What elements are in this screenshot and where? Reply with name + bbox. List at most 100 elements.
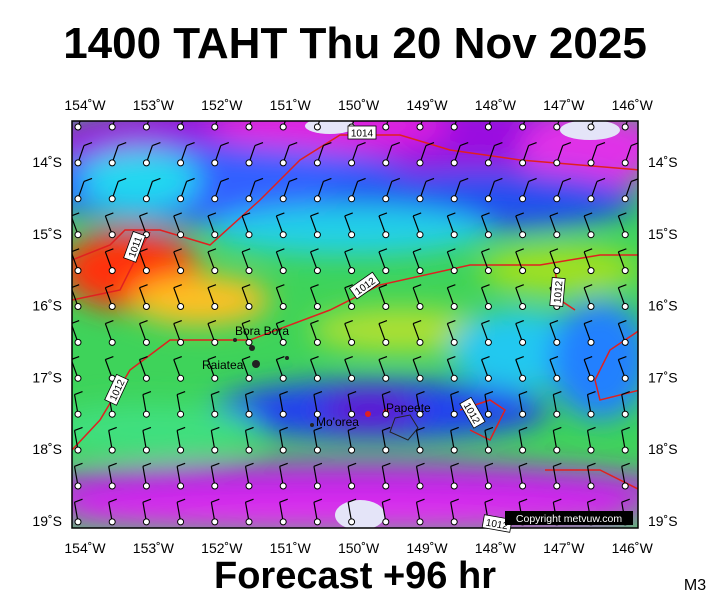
- barb-flag: [142, 390, 152, 396]
- barb-flag: [142, 462, 152, 467]
- lon-label-bottom: 150˚W: [338, 540, 380, 556]
- barb-station: [177, 303, 185, 310]
- barb-station: [553, 195, 561, 203]
- barb-flag: [450, 498, 459, 503]
- barb-station: [142, 123, 150, 131]
- barb-station: [74, 267, 82, 275]
- barb-station: [621, 338, 629, 346]
- isobar-label-box: [348, 271, 381, 300]
- barb-flag: [460, 107, 468, 110]
- barb-station: [245, 267, 253, 275]
- barb-station: [348, 159, 356, 167]
- lon-label-top: 154˚W: [64, 97, 106, 113]
- barb-station: [382, 482, 390, 490]
- forecast-label: Forecast +96 hr: [214, 555, 496, 597]
- barb-flag: [416, 462, 425, 467]
- barb-flag: [459, 177, 469, 183]
- isobar-label-box: [549, 277, 566, 307]
- barb-flag: [481, 212, 490, 217]
- barb-flag: [108, 462, 117, 467]
- barb-station: [587, 374, 595, 382]
- barb-flag: [412, 320, 422, 325]
- barb-station: [382, 123, 390, 131]
- barb-station: [553, 338, 561, 346]
- barb-flag: [382, 498, 391, 503]
- lat-label-left: 14˚S: [32, 154, 62, 170]
- barb-flag: [529, 107, 537, 110]
- barb-station: [177, 518, 185, 526]
- barb-flag: [347, 390, 357, 396]
- barb-station: [484, 303, 492, 310]
- barb-flag: [241, 355, 251, 361]
- barb-flag: [596, 177, 606, 183]
- barb-station: [416, 231, 424, 239]
- barb-station: [587, 410, 595, 418]
- barb-station: [211, 123, 219, 131]
- barb-station: [313, 518, 321, 526]
- barb-flag: [108, 426, 117, 431]
- barb-flag: [518, 390, 528, 396]
- barb-station: [211, 159, 219, 167]
- barb-flag: [176, 498, 186, 503]
- barb-flag: [344, 284, 353, 289]
- barb-flag: [173, 355, 182, 361]
- barb-flag: [186, 142, 195, 147]
- barb-station: [587, 267, 595, 275]
- isobar-label: 1012: [549, 277, 566, 307]
- isobar-label-box: [459, 396, 486, 429]
- barb-flag: [241, 284, 251, 289]
- barb-flag: [276, 355, 285, 361]
- barb-flag: [484, 426, 494, 431]
- barb-flag: [553, 390, 562, 396]
- barb-flag: [344, 355, 353, 361]
- isobar-value: 1012: [485, 518, 509, 533]
- barb-flag: [481, 248, 490, 253]
- barb-flag: [187, 107, 195, 110]
- barb-flag: [241, 212, 251, 217]
- barb-flag: [583, 284, 593, 289]
- barb-station: [279, 518, 287, 526]
- barb-station: [621, 410, 629, 418]
- barb-station: [382, 267, 390, 275]
- barb-flag: [245, 498, 254, 503]
- barb-flag: [587, 462, 596, 467]
- barb-station: [74, 518, 82, 526]
- barb-flag: [378, 248, 388, 253]
- barb-flag: [139, 320, 148, 325]
- barb-flag: [583, 320, 593, 325]
- barb-station: [74, 123, 82, 131]
- barb-flag: [357, 177, 366, 183]
- barb-flag: [447, 248, 456, 253]
- barb-station: [348, 410, 356, 418]
- barb-station: [484, 159, 492, 167]
- lon-label-top: 146˚W: [612, 97, 654, 113]
- barb-station: [279, 231, 287, 239]
- barb-station: [382, 374, 390, 382]
- barb-flag: [378, 212, 388, 217]
- barb-station: [279, 338, 287, 346]
- lon-label-top: 152˚W: [201, 97, 243, 113]
- barb-flag: [549, 320, 559, 325]
- barb-flag: [515, 212, 524, 217]
- barb-flag: [597, 107, 605, 110]
- barb-flag: [412, 212, 422, 217]
- barb-station: [142, 267, 150, 275]
- lon-label-top: 150˚W: [338, 97, 380, 113]
- barb-station: [279, 267, 287, 275]
- barb-station: [416, 446, 424, 454]
- barb-flag: [74, 426, 83, 431]
- place-label: Papeete: [386, 401, 431, 415]
- barb-station: [177, 410, 185, 418]
- barb-flag: [108, 498, 117, 503]
- barb-station: [484, 195, 492, 203]
- barb-station: [142, 410, 150, 418]
- barb-station: [211, 303, 219, 310]
- barb-station: [416, 123, 424, 131]
- barb-flag: [484, 498, 494, 503]
- isobar-value: 1014: [351, 129, 374, 140]
- lon-label-bottom: 152˚W: [201, 540, 243, 556]
- barb-station: [553, 374, 561, 382]
- barb-station: [142, 374, 150, 382]
- barb-station: [553, 267, 561, 275]
